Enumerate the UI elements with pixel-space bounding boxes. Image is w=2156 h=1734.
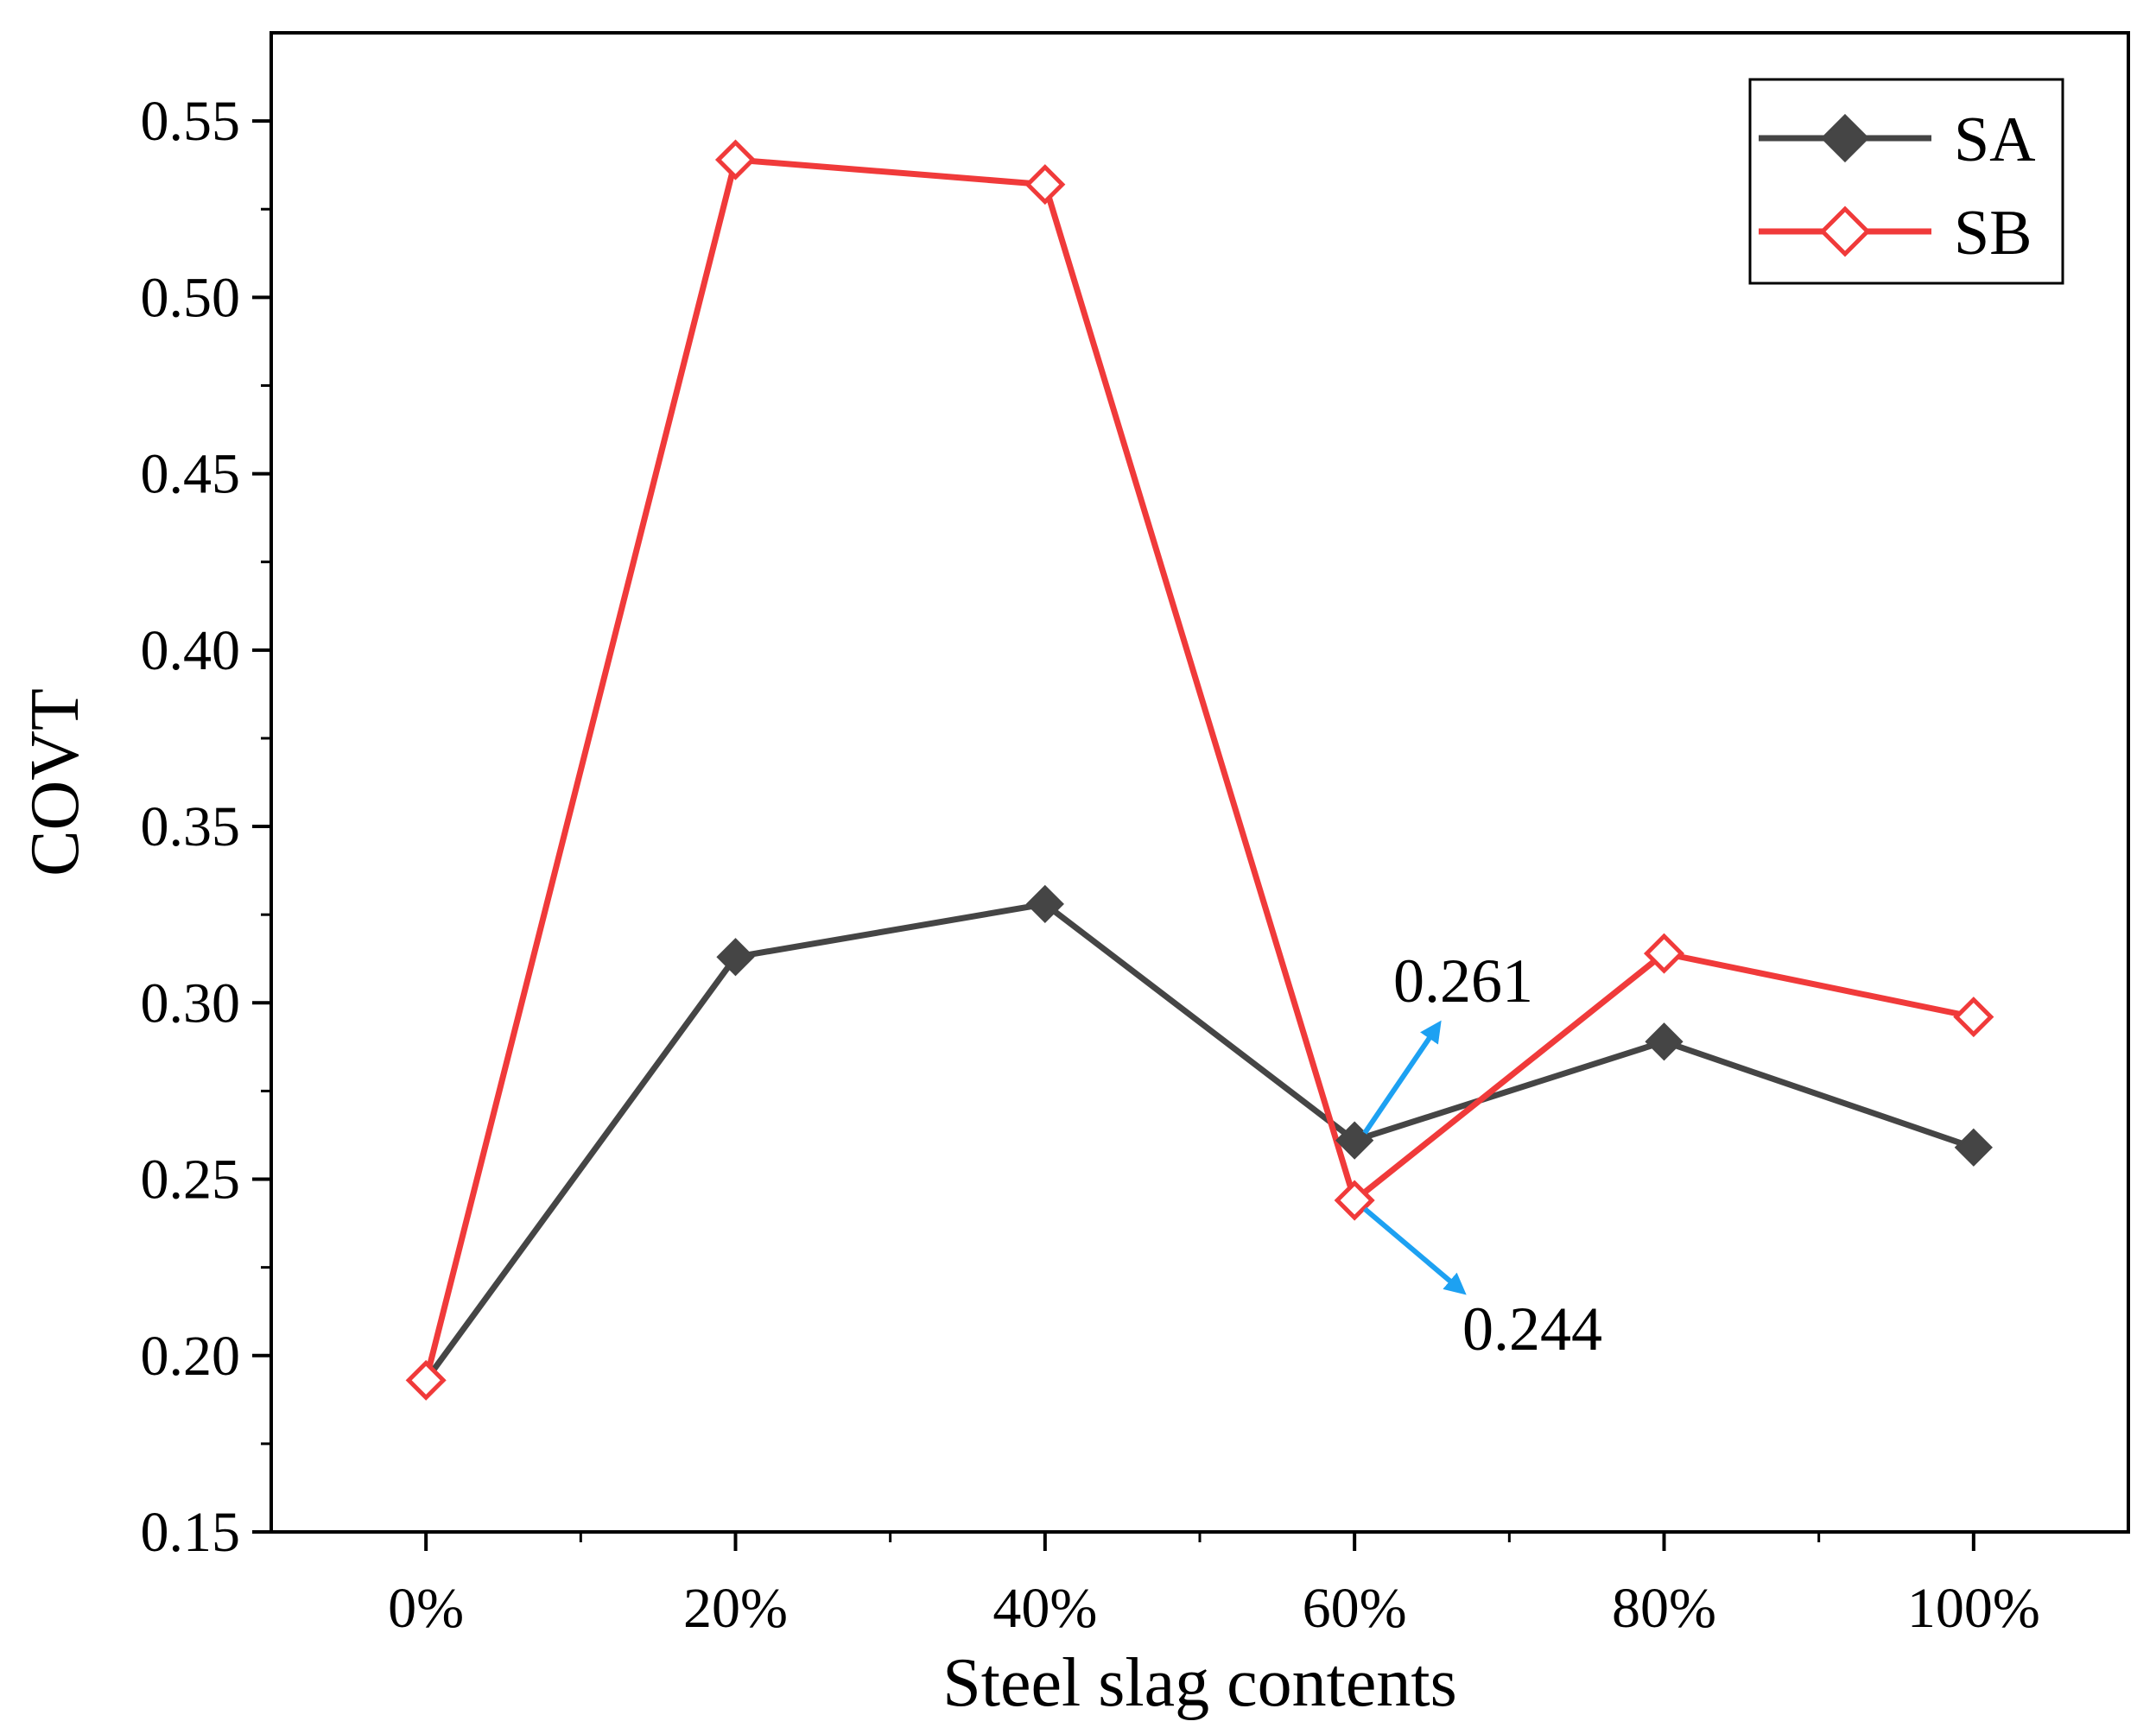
data-point-sa-5	[1954, 1128, 1993, 1167]
x-axis-title: Steel slag contents	[942, 1645, 1456, 1721]
y-axis-tick-labels: 0.15 0.20 0.25 0.30 0.35 0.40 0.45 0.50 0.55	[141, 90, 241, 1564]
x-tick-label: 100%	[1907, 1577, 2040, 1640]
y-tick-label: 0.25	[141, 1149, 241, 1212]
data-point-sb-5	[1953, 997, 1994, 1038]
annotation-label-244: 0.244	[1462, 1294, 1602, 1364]
y-tick-label: 0.45	[141, 443, 241, 506]
data-point-sb-2	[1024, 164, 1066, 206]
data-point-sa-1	[716, 938, 755, 977]
data-point-sb-3	[1334, 1180, 1375, 1221]
y-tick-label: 0.55	[141, 90, 241, 153]
y-tick-label: 0.20	[141, 1325, 241, 1388]
y-tick-label: 0.50	[141, 266, 241, 329]
data-point-sb-0	[405, 1359, 447, 1401]
y-tick-label: 0.15	[141, 1501, 241, 1564]
data-point-sa-2	[1025, 884, 1064, 924]
legend: SA SB	[1748, 78, 2064, 285]
annotation-layer: 0.261 0.244	[1362, 946, 1602, 1364]
data-point-sb-4	[1643, 933, 1685, 974]
series-line-sb	[422, 156, 1975, 1382]
series-line-sa	[423, 901, 1975, 1383]
y-axis-title: COVT	[17, 688, 93, 876]
annotation-arrow-up	[1362, 1020, 1442, 1135]
legend-marker-sa	[1820, 113, 1870, 163]
x-axis-ticks	[424, 1532, 1975, 1551]
data-point-sa-3	[1335, 1121, 1374, 1160]
y-tick-label: 0.35	[141, 795, 241, 858]
x-tick-label: 60%	[1303, 1577, 1407, 1640]
x-tick-label: 40%	[992, 1577, 1097, 1640]
y-axis-ticks	[252, 119, 271, 1534]
y-tick-label: 0.40	[141, 619, 241, 682]
series-layer	[405, 139, 1994, 1401]
data-point-sb-1	[714, 139, 757, 180]
y-tick-label: 0.30	[141, 971, 241, 1035]
annotation-arrow-down	[1363, 1206, 1467, 1295]
legend-label-sb: SB	[1954, 198, 2032, 269]
legend-label-sa: SA	[1954, 104, 2036, 175]
annotation-label-261: 0.261	[1393, 946, 1533, 1016]
x-tick-label: 0%	[388, 1577, 464, 1640]
data-point-sa-4	[1645, 1022, 1684, 1061]
x-axis-tick-labels: 0% 20% 40% 60% 80% 100%	[388, 1577, 2040, 1640]
legend-box	[1748, 78, 2064, 285]
legend-marker-sb	[1819, 206, 1871, 257]
x-tick-label: 20%	[683, 1577, 788, 1640]
x-tick-label: 80%	[1612, 1577, 1716, 1640]
